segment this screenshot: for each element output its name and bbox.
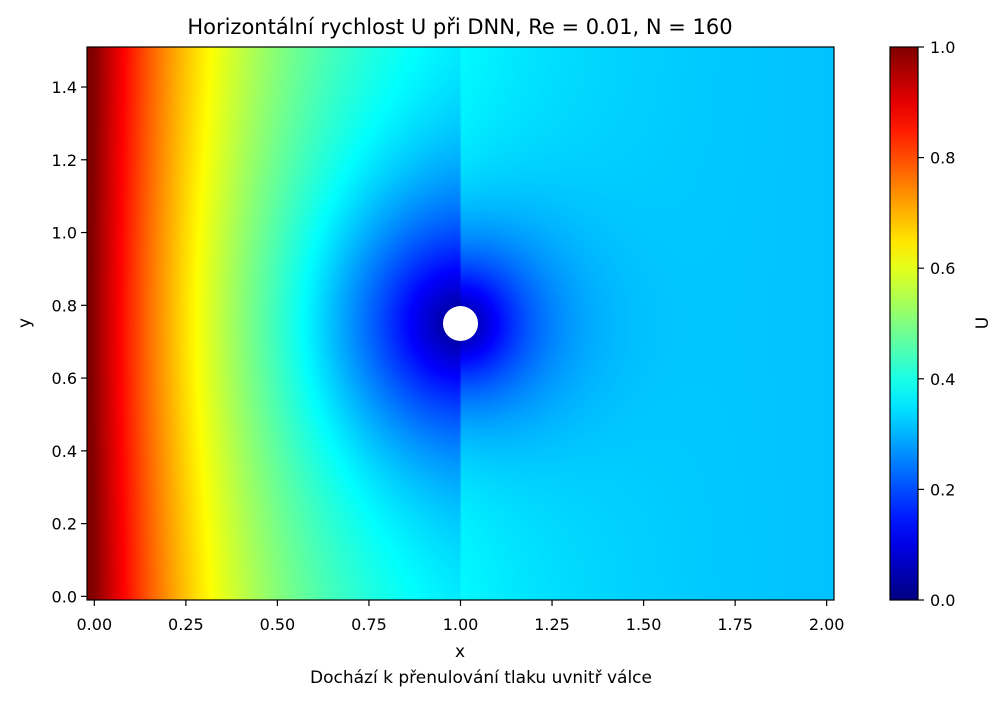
colorbar-tick-label: 0.2 (930, 480, 955, 499)
colorbar-tick-label: 0.4 (930, 370, 955, 389)
colorbar-gradient (890, 47, 918, 600)
x-tick-label: 0.75 (351, 615, 387, 634)
x-tick-label: 1.50 (626, 615, 662, 634)
y-tick-label: 0.4 (52, 442, 77, 461)
x-tick-label: 0.50 (260, 615, 296, 634)
plot-area (86, 46, 835, 601)
chart-title: Horizontální rychlost U při DNN, Re = 0.… (187, 15, 732, 39)
y-tick-label: 1.4 (52, 78, 77, 97)
y-tick-label: 0.0 (52, 587, 77, 606)
x-tick-label: 1.75 (717, 615, 753, 634)
colorbar-ticks: 0.0 0.2 0.4 0.6 0.8 1.0 (918, 38, 955, 610)
colorbar-tick-label: 0.6 (930, 259, 955, 278)
caption: Dochází k přenulování tlaku uvnitř válce (310, 668, 652, 688)
x-tick-label: 0.25 (168, 615, 204, 634)
y-tick-label: 0.8 (52, 296, 77, 315)
x-axis: 0.00 0.25 0.50 0.75 1.00 1.25 1.50 1.75 2.00 (77, 600, 845, 634)
cylinder-obstacle (442, 305, 479, 342)
colorbar-label: U (973, 317, 993, 329)
x-tick-label: 0.00 (77, 615, 113, 634)
y-tick-label: 1.2 (52, 151, 77, 170)
colorbar-tick-label: 0.0 (930, 591, 955, 610)
colorbar: 0.0 0.2 0.4 0.6 0.8 1.0 U (889, 38, 993, 610)
x-tick-label: 1.00 (443, 615, 479, 634)
y-tick-label: 1.0 (52, 224, 77, 243)
y-tick-label: 0.6 (52, 369, 77, 388)
colorbar-tick-label: 1.0 (930, 38, 955, 57)
y-tick-label: 0.2 (52, 515, 77, 534)
y-axis: 0.0 0.2 0.4 0.6 0.8 1.0 1.2 1.4 (52, 78, 87, 606)
colorbar-frame (889, 46, 919, 601)
colorbar-tick-label: 0.8 (930, 149, 955, 168)
x-axis-label: x (455, 642, 465, 662)
y-axis-label: y (15, 318, 35, 328)
x-tick-label: 1.25 (534, 615, 570, 634)
x-tick-label: 2.00 (809, 615, 845, 634)
